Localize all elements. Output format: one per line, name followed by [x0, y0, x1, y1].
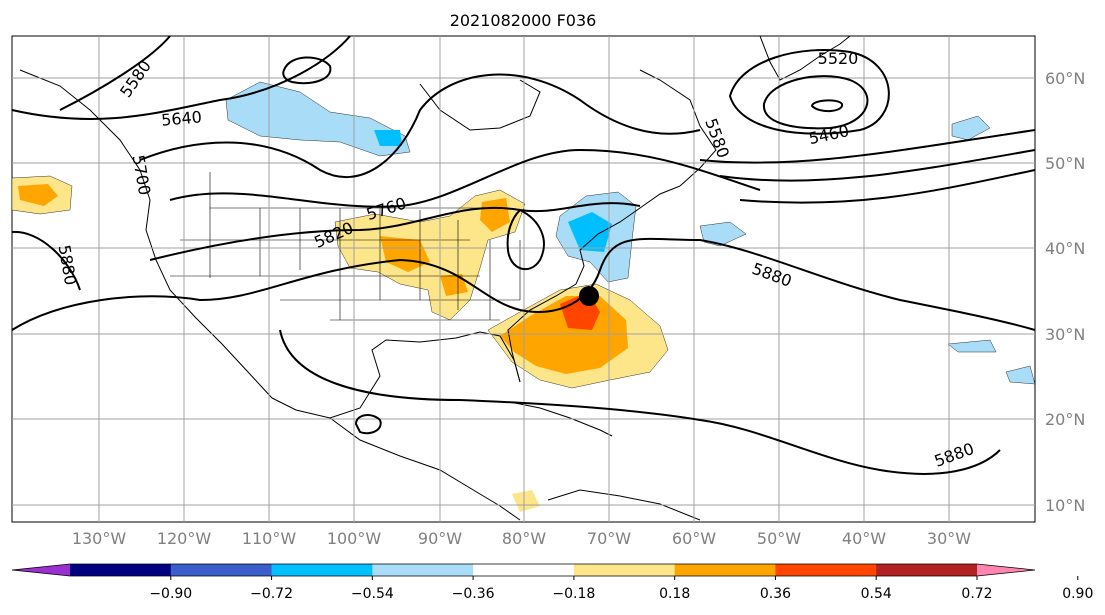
- anomaly-shading: [11, 81, 1036, 512]
- lon-label: 80°W: [502, 529, 546, 548]
- contour-5820: [149, 202, 641, 261]
- contour-label-5640: 5640: [160, 107, 202, 129]
- contour-north-atlantic-3: [739, 169, 1036, 204]
- colorbar-extend-min: [12, 564, 70, 576]
- contour-5700: [139, 73, 701, 179]
- lat-label: 40°N: [1045, 239, 1085, 258]
- contour-5580: [59, 35, 171, 111]
- north-america-west-coast: [19, 69, 273, 399]
- colorbar-swatch: [271, 564, 373, 576]
- colorbar-tick-label: 0.36: [760, 586, 791, 602]
- greenland: [759, 35, 851, 81]
- height-contours: [11, 35, 1036, 475]
- us-east-coast: [507, 185, 681, 383]
- cool-anomaly-north-atlantic: [699, 221, 747, 247]
- colorbar-swatch: [573, 564, 676, 576]
- latitude-labels: 60°N 50°N 40°N 30°N 20°N 10°N: [1045, 69, 1085, 515]
- contour-label-5520: 5520: [818, 49, 859, 68]
- contour-5460: [762, 75, 869, 130]
- colorbar-tick-label: 0.90: [1062, 586, 1093, 602]
- lon-label: 90°W: [418, 529, 462, 548]
- colorbar-swatch: [876, 564, 978, 576]
- lat-label: 50°N: [1045, 154, 1085, 173]
- warm-anomaly-central-us: [334, 189, 526, 321]
- lon-label: 50°W: [757, 529, 801, 548]
- warm-anomaly-caribbean: [512, 490, 540, 512]
- colorbar-tick-label: −0.18: [552, 586, 595, 602]
- state-borders: [170, 172, 521, 321]
- contour-5880-south: [279, 329, 1001, 475]
- colorbar-swatch: [170, 564, 273, 576]
- contour-north-atlantic-1: [699, 129, 1036, 164]
- lon-label: 120°W: [157, 529, 212, 548]
- canada-east: [639, 69, 717, 187]
- colorbar-tick-label: −0.72: [250, 586, 293, 602]
- contour-gulf-small: [354, 414, 382, 435]
- graticule: [12, 36, 1035, 522]
- contour-north-atlantic-2: [719, 149, 1036, 182]
- colorbar-swatch: [473, 564, 575, 576]
- colorbar-swatch: [372, 564, 474, 576]
- warm-anomaly-central-us-core: [380, 236, 430, 272]
- south-america: [547, 489, 701, 521]
- lat-label: 20°N: [1045, 410, 1085, 429]
- contour-ridge-east: [506, 208, 545, 271]
- colorbar-tick-label: −0.54: [351, 586, 394, 602]
- lat-label: 10°N: [1045, 496, 1085, 515]
- lon-label: 130°W: [72, 529, 127, 548]
- colorbar-tick-label: 0.54: [861, 586, 892, 602]
- contour-5880-west: [11, 230, 81, 291]
- colorbar-swatch: [70, 564, 172, 576]
- contour-alaska-small: [282, 56, 332, 85]
- cool-anomaly-far-east: [1005, 365, 1036, 385]
- contour-5760: [169, 148, 761, 208]
- colorbar-tick-label: 0.18: [659, 586, 690, 602]
- lat-label: 30°N: [1045, 325, 1085, 344]
- cool-anomaly-mid-atlantic: [947, 339, 997, 353]
- lon-label: 30°W: [927, 529, 971, 548]
- colorbar-tick-label: −0.90: [149, 586, 192, 602]
- cuba: [509, 401, 613, 437]
- colorbar-extend-max: [977, 564, 1035, 576]
- contour-5400: [810, 99, 843, 112]
- colorbar-tick-label: −0.36: [452, 586, 495, 602]
- warm-anomaly-great-lakes-core: [480, 198, 510, 232]
- colorbar-outline: [11, 563, 1036, 577]
- lon-label: 60°W: [672, 529, 716, 548]
- lat-label: 60°N: [1045, 69, 1085, 88]
- lon-label: 70°W: [587, 529, 631, 548]
- warm-anomaly-plains-core: [440, 274, 468, 296]
- contour-5880-main: [11, 237, 1036, 331]
- colorbar: −0.90 −0.72 −0.54 −0.36 −0.18 0.18 0.36 0.54 0.7…: [11, 563, 1093, 602]
- cool-anomaly-hudson: [374, 130, 402, 146]
- lon-label: 40°W: [842, 529, 886, 548]
- map-panel: 5520 5580 5460 5640 5580 5700 5760 5820 …: [11, 35, 1036, 523]
- cool-anomaly-canada: [225, 81, 411, 157]
- lon-label: 110°W: [242, 529, 297, 548]
- cool-anomaly-northeast-core: [568, 212, 612, 252]
- lon-label: 100°W: [327, 529, 382, 548]
- coastlines: [19, 35, 851, 521]
- warm-anomaly-pacific-core: [18, 184, 58, 206]
- map-title: 2021082000 F036: [450, 11, 597, 30]
- colorbar-tick-label: 0.72: [961, 586, 992, 602]
- longitude-labels: 130°W 120°W 110°W 100°W 90°W 80°W 70°W 6…: [72, 529, 971, 548]
- colorbar-swatch: [775, 564, 877, 576]
- contour-5640: [11, 35, 351, 120]
- contour-5520: [728, 48, 890, 135]
- storm-center-dot: [579, 286, 599, 306]
- cool-anomaly-east-atlantic: [951, 115, 991, 141]
- colorbar-swatch: [674, 564, 776, 576]
